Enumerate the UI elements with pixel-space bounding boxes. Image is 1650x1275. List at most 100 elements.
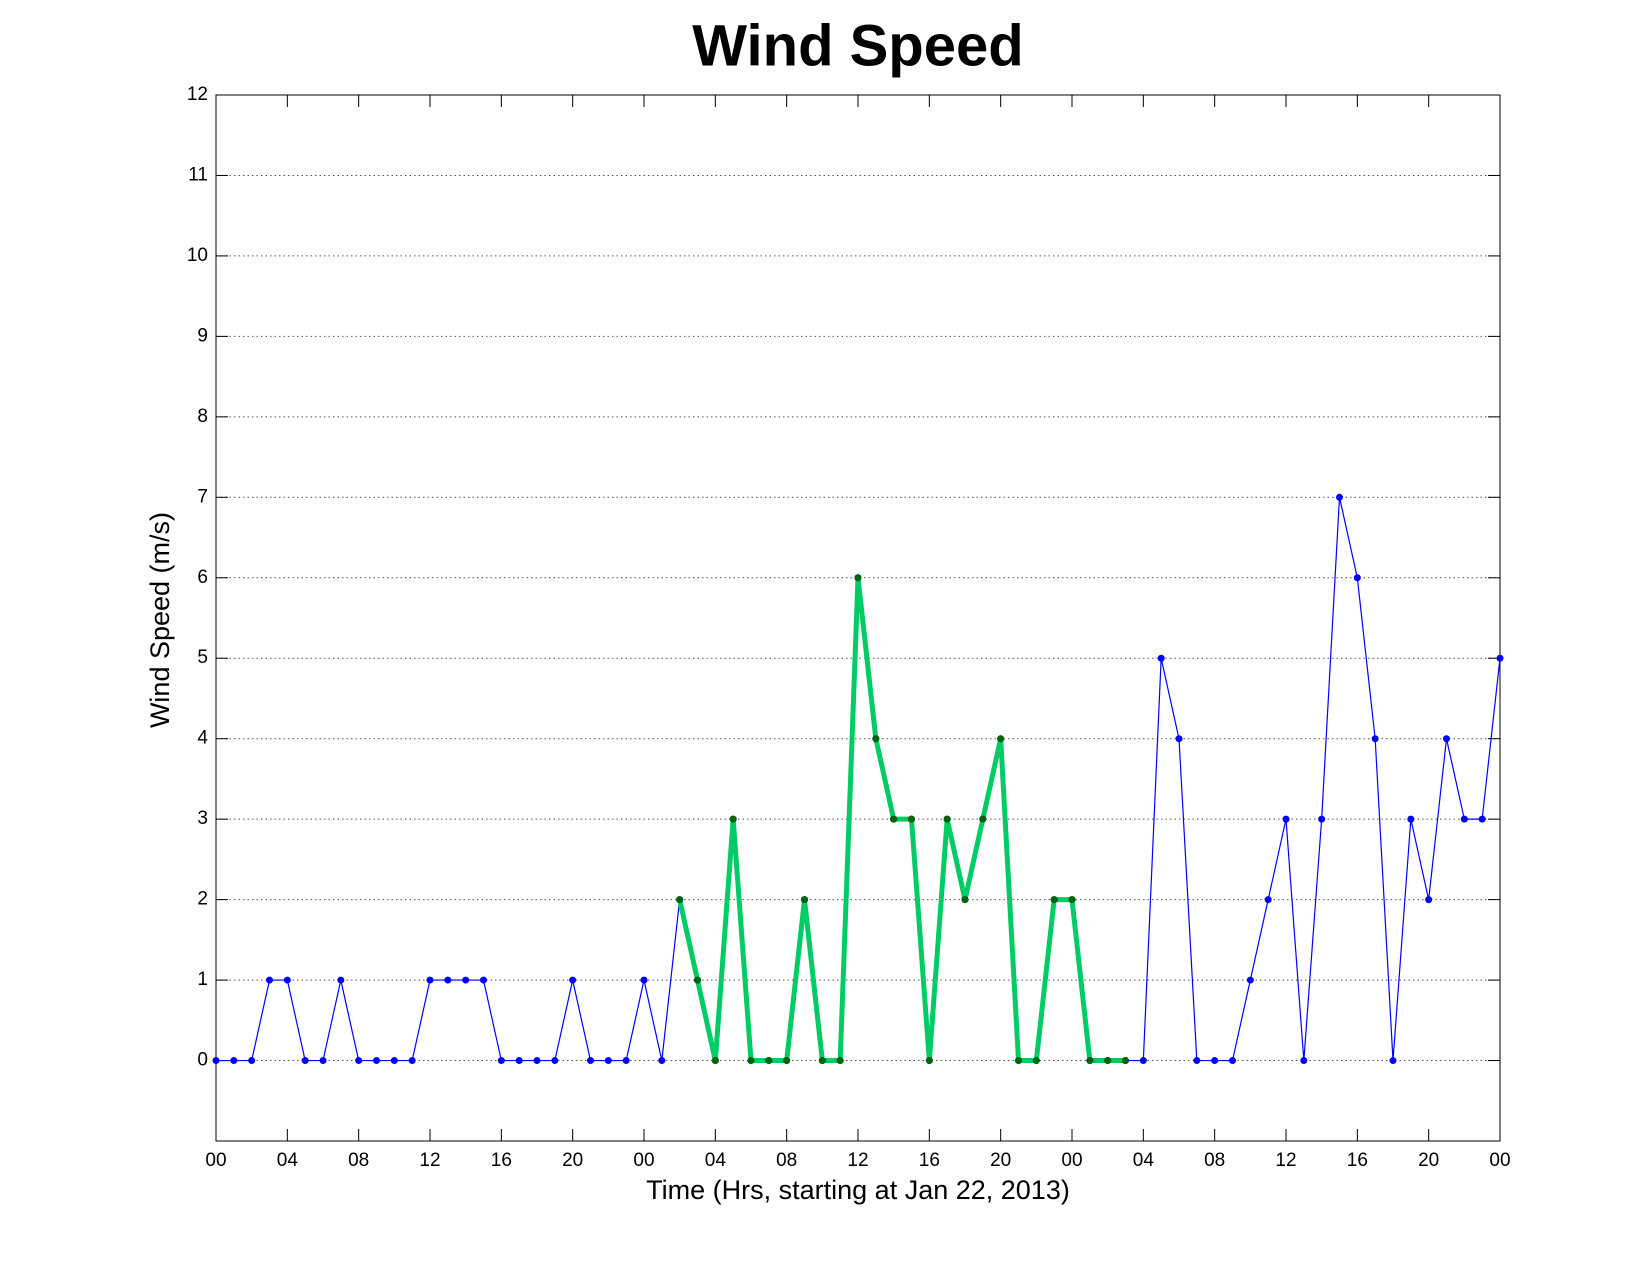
data-point <box>444 976 452 984</box>
x-tick-label: 00 <box>1489 1150 1510 1171</box>
data-point <box>783 1057 791 1065</box>
data-point <box>1443 735 1450 743</box>
data-point <box>1068 896 1076 904</box>
x-tick-label: 16 <box>919 1150 940 1171</box>
x-tick-label: 00 <box>205 1150 226 1171</box>
data-point <box>747 1057 755 1065</box>
data-point <box>1246 976 1254 984</box>
data-point <box>1389 1057 1397 1065</box>
data-point <box>640 976 648 984</box>
data-point <box>1282 815 1290 823</box>
data-point <box>1300 1057 1308 1065</box>
data-point <box>497 1057 505 1065</box>
y-tick-label: 6 <box>197 567 208 588</box>
data-point <box>266 976 273 984</box>
x-tick-label: 04 <box>277 1150 299 1171</box>
data-point <box>426 976 434 984</box>
y-tick-label: 3 <box>197 808 208 829</box>
y-tick-label: 10 <box>187 245 208 266</box>
data-point <box>355 1057 363 1065</box>
data-point <box>1139 1057 1147 1065</box>
data-point <box>408 1057 416 1065</box>
y-tick-label: 0 <box>197 1050 208 1071</box>
y-tick-label: 11 <box>188 164 208 185</box>
data-point <box>1015 1057 1022 1065</box>
data-point <box>373 1057 380 1065</box>
data-point <box>480 976 487 984</box>
x-tick-label: 04 <box>705 1150 727 1171</box>
data-point <box>1264 896 1272 904</box>
x-tick-label: 08 <box>776 1150 797 1171</box>
data-point <box>1050 896 1058 904</box>
data-point <box>658 1057 666 1065</box>
data-point <box>836 1057 844 1065</box>
data-point <box>801 896 808 904</box>
x-tick-label: 08 <box>348 1150 369 1171</box>
x-axis-label: Time (Hrs, starting at Jan 22, 2013) <box>646 1175 1070 1205</box>
data-point <box>1175 735 1183 743</box>
y-tick-label: 4 <box>197 728 208 749</box>
data-point <box>551 1057 559 1065</box>
data-point <box>711 1057 719 1065</box>
data-point <box>1407 815 1415 823</box>
x-tick-label: 12 <box>419 1150 440 1171</box>
x-tick-label: 20 <box>990 1150 1011 1171</box>
data-point <box>854 574 862 582</box>
data-point <box>1371 735 1379 743</box>
data-point <box>961 896 969 904</box>
x-tick-label: 12 <box>1275 1150 1296 1171</box>
data-point <box>1353 574 1361 582</box>
data-point <box>1496 654 1504 662</box>
data-point <box>676 896 684 904</box>
data-point <box>587 1057 594 1065</box>
data-point <box>1425 896 1433 904</box>
x-tick-label: 00 <box>1061 1150 1082 1171</box>
y-tick-label: 2 <box>197 889 208 910</box>
x-tick-label: 12 <box>847 1150 868 1171</box>
x-tick-label: 08 <box>1204 1150 1225 1171</box>
data-point <box>319 1057 327 1065</box>
x-tick-label: 00 <box>633 1150 654 1171</box>
data-point <box>569 976 577 984</box>
y-tick-label: 12 <box>187 84 208 105</box>
data-point <box>925 1057 933 1065</box>
data-point <box>212 1057 220 1065</box>
data-point <box>462 976 470 984</box>
chart-title: Wind Speed <box>692 13 1023 78</box>
data-point <box>1460 815 1468 823</box>
data-point <box>729 815 737 823</box>
data-point <box>622 1057 630 1065</box>
data-point <box>1122 1057 1129 1065</box>
data-point <box>515 1057 523 1065</box>
data-point <box>533 1057 541 1065</box>
data-point <box>943 815 951 823</box>
data-point <box>248 1057 256 1065</box>
data-point <box>997 735 1005 743</box>
data-point <box>979 815 987 823</box>
data-point <box>1193 1057 1201 1065</box>
y-tick-label: 8 <box>197 406 208 427</box>
data-point <box>301 1057 309 1065</box>
data-point <box>1478 815 1486 823</box>
data-point <box>337 976 345 984</box>
data-point <box>1086 1057 1094 1065</box>
data-point <box>818 1057 826 1065</box>
data-point <box>694 976 701 984</box>
y-tick-label: 5 <box>197 647 208 668</box>
data-point <box>765 1057 773 1065</box>
data-point <box>1032 1057 1040 1065</box>
x-tick-label: 16 <box>491 1150 512 1171</box>
data-point <box>1157 654 1165 662</box>
data-point <box>1229 1057 1236 1065</box>
data-point <box>230 1057 238 1065</box>
data-point <box>890 815 898 823</box>
x-tick-label: 20 <box>562 1150 583 1171</box>
x-tick-label: 20 <box>1418 1150 1439 1171</box>
data-point <box>872 735 880 743</box>
data-point <box>390 1057 398 1065</box>
data-point <box>1318 815 1326 823</box>
y-tick-label: 1 <box>197 969 208 990</box>
